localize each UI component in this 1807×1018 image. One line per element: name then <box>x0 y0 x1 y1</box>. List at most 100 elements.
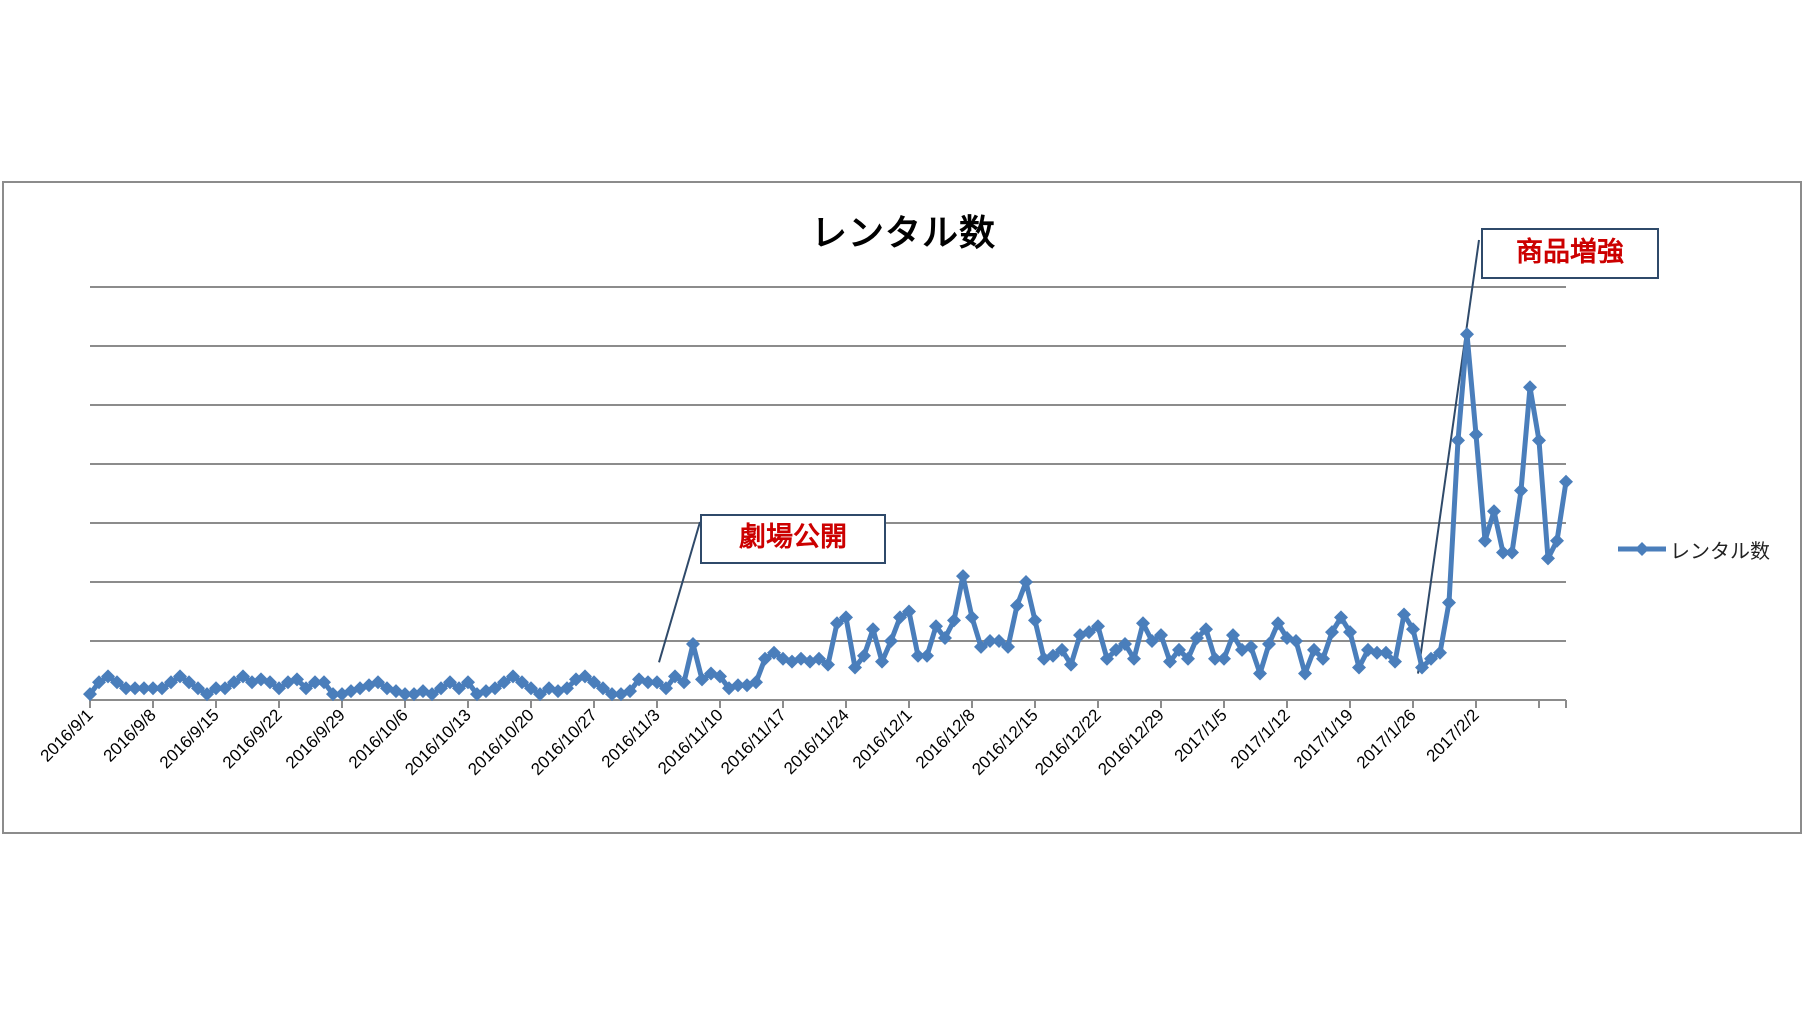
data-point-marker <box>1253 666 1267 681</box>
data-point-marker <box>911 648 925 663</box>
data-point-marker <box>290 672 304 687</box>
x-tick-label: 2017/2/2 <box>1423 705 1483 765</box>
data-point-marker <box>578 669 592 684</box>
data-point-marker <box>1532 433 1546 448</box>
data-point-marker <box>1298 666 1312 681</box>
callout-theater-release: 劇場公開 <box>700 514 886 564</box>
data-point-marker <box>1118 636 1132 651</box>
x-tick-label: 2016/12/8 <box>912 705 979 772</box>
data-point-marker <box>83 687 97 702</box>
data-point-marker <box>506 669 520 684</box>
data-point-marker <box>1109 642 1123 657</box>
data-point-marker <box>272 681 286 696</box>
data-point-marker <box>749 675 763 690</box>
data-point-marker <box>929 619 943 634</box>
data-point-marker <box>1496 545 1510 560</box>
data-point-marker <box>1451 433 1465 448</box>
data-point-marker <box>497 675 511 690</box>
data-point-marker <box>371 675 385 690</box>
data-point-marker <box>524 681 538 696</box>
x-tick-label: 2016/9/8 <box>100 705 160 765</box>
data-point-marker <box>1271 616 1285 631</box>
data-point-marker <box>533 687 547 702</box>
data-point-marker <box>659 681 673 696</box>
data-point-marker <box>173 669 187 684</box>
data-point-marker <box>560 681 574 696</box>
data-point-marker <box>1478 533 1492 548</box>
data-point-marker <box>857 648 871 663</box>
data-point-marker <box>1226 628 1240 643</box>
data-point-marker <box>1514 483 1528 498</box>
data-point-marker <box>992 634 1006 648</box>
x-tick-label: 2017/1/5 <box>1171 705 1231 765</box>
legend-label: レンタル数 <box>1670 538 1770 563</box>
data-point-marker <box>902 604 916 619</box>
data-point-marker <box>1190 631 1204 646</box>
chart-area <box>2 181 1802 834</box>
data-point-marker <box>434 681 448 696</box>
data-point-marker <box>227 675 241 690</box>
data-point-marker <box>191 681 205 696</box>
legend-line-marker-icon <box>1618 542 1666 556</box>
data-point-marker <box>884 634 898 648</box>
x-tick-label: 2016/11/3 <box>598 705 664 771</box>
data-point-marker <box>848 660 862 675</box>
data-point-marker <box>1082 625 1096 640</box>
data-point-marker <box>1523 380 1537 395</box>
data-point-marker <box>1199 622 1213 637</box>
data-point-marker <box>398 687 412 702</box>
x-tick-label: 2016/12/29 <box>1094 705 1168 779</box>
data-point-marker <box>812 651 826 666</box>
data-point-marker <box>1163 654 1177 669</box>
data-point-marker <box>1028 613 1042 628</box>
callout-theater-release-text: 劇場公開 <box>739 522 847 553</box>
data-point-marker <box>713 669 727 684</box>
data-point-marker <box>1262 636 1276 651</box>
data-point-marker <box>1154 628 1168 643</box>
data-point-marker <box>1460 327 1474 342</box>
data-point-marker <box>209 681 223 696</box>
data-point-marker <box>1433 645 1447 660</box>
data-point-marker <box>947 613 961 628</box>
data-point-marker <box>677 675 691 690</box>
data-point-marker <box>1172 642 1186 657</box>
data-point-marker <box>641 675 655 690</box>
data-point-marker <box>965 610 979 625</box>
data-point-marker <box>1442 595 1456 610</box>
data-point-marker <box>821 657 835 672</box>
data-point-marker <box>587 675 601 690</box>
data-point-marker <box>1136 616 1150 631</box>
data-point-marker <box>1550 533 1564 548</box>
data-point-marker <box>515 675 529 690</box>
x-tick-label: 2016/9/15 <box>156 705 223 772</box>
data-point-marker <box>695 672 709 687</box>
data-point-marker <box>1091 619 1105 634</box>
data-point-marker <box>128 681 142 696</box>
x-tick-label: 2016/9/1 <box>37 705 97 765</box>
callout-product-boost: 商品増強 <box>1481 228 1659 279</box>
data-point-marker <box>605 687 619 702</box>
data-point-marker <box>425 687 439 702</box>
x-tick-label: 2016/11/10 <box>654 705 727 778</box>
data-point-marker <box>1352 660 1366 675</box>
data-point-marker <box>299 681 313 696</box>
data-point-marker <box>1541 551 1555 566</box>
legend: レンタル数 <box>1618 534 1770 564</box>
data-point-marker <box>1127 651 1141 666</box>
data-point-marker <box>218 681 232 696</box>
data-point-marker <box>1415 660 1429 675</box>
data-point-marker <box>101 669 115 684</box>
data-point-marker <box>830 616 844 631</box>
data-point-marker <box>200 687 214 702</box>
data-point-marker <box>443 675 457 690</box>
data-point-marker <box>1469 427 1483 442</box>
data-point-marker <box>866 622 880 637</box>
x-tick-label: 2016/11/24 <box>780 705 853 778</box>
x-tick-label: 2017/1/19 <box>1290 705 1357 772</box>
data-point-marker <box>596 681 610 696</box>
callout-product-boost-text: 商品増強 <box>1516 237 1624 268</box>
data-point-marker <box>1010 598 1024 613</box>
data-point-marker <box>146 681 160 696</box>
data-point-marker <box>263 675 277 690</box>
